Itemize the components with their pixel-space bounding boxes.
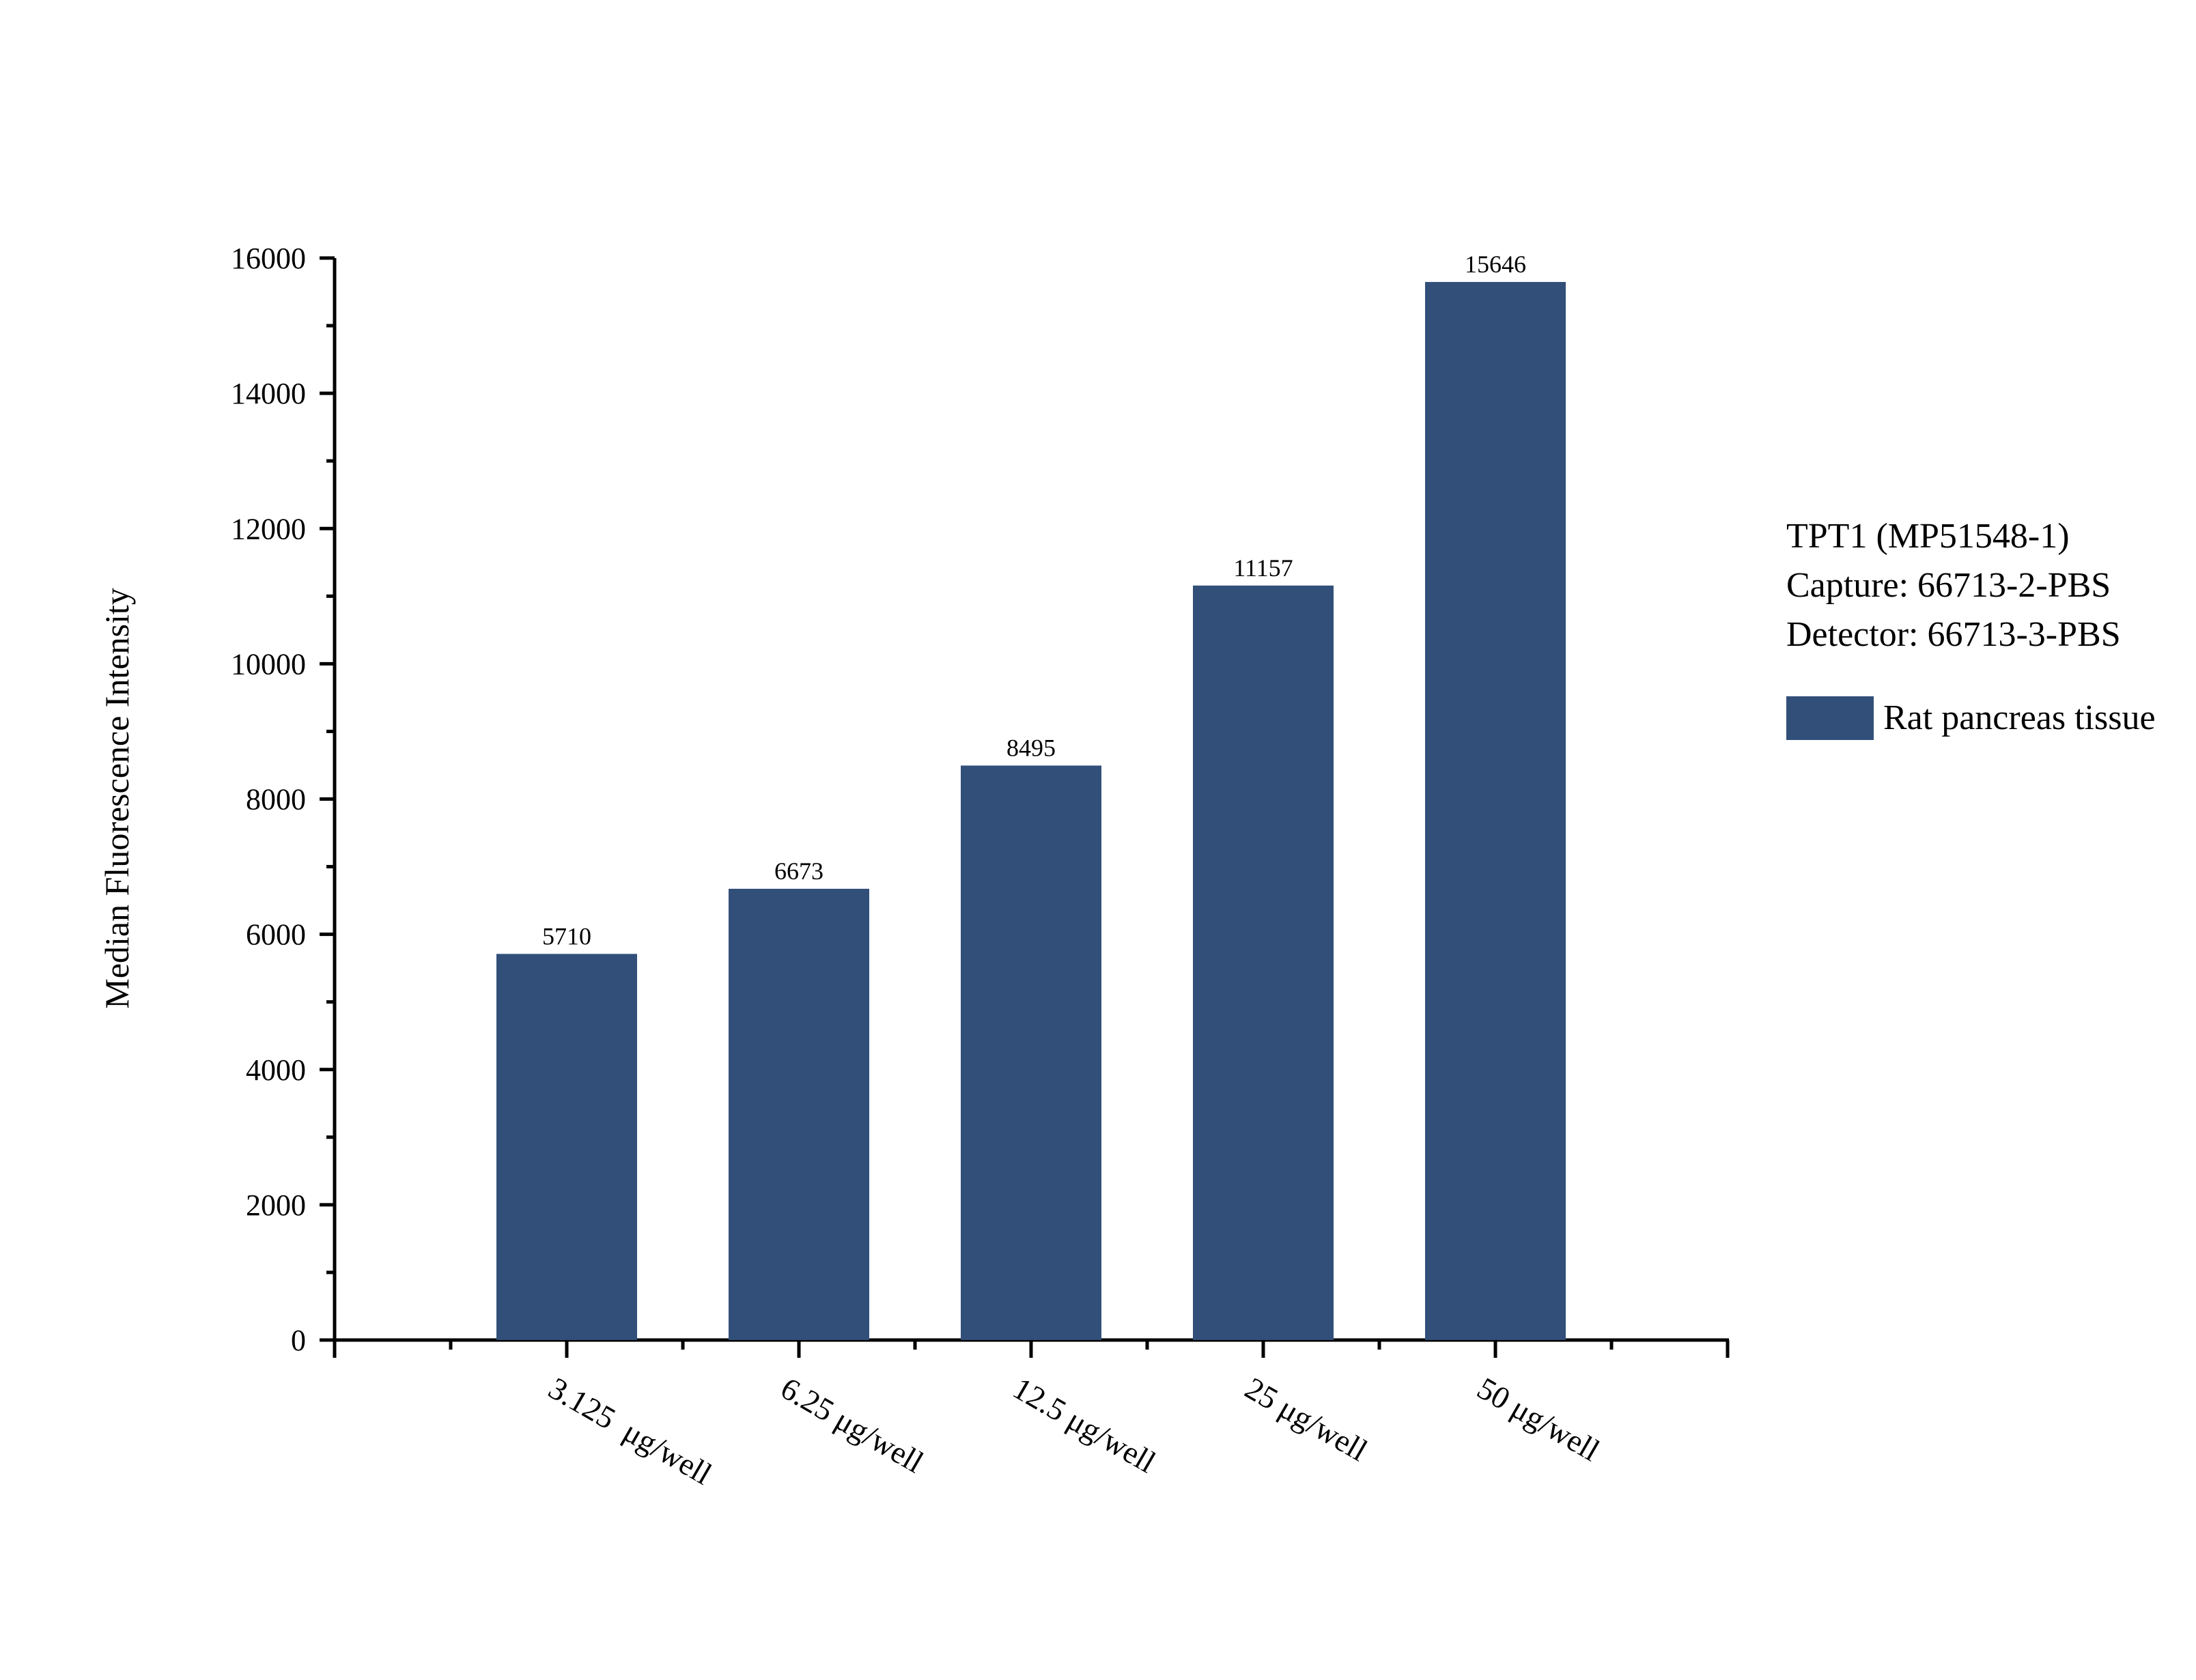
y-tick-label: 12000 — [231, 512, 306, 545]
y-tick-label: 14000 — [231, 377, 306, 410]
y-axis-title: Median Fluorescence Intensity — [98, 588, 136, 1008]
bar-value-label: 5710 — [542, 922, 591, 950]
legend-swatch — [1786, 696, 1874, 740]
bar-series — [496, 282, 1566, 1340]
y-tick-label: 0 — [291, 1324, 306, 1357]
x-tick-label: 6.25 μg/well — [775, 1370, 929, 1479]
legend-heading-line-2: Capture: 66713-2-PBS — [1786, 566, 2111, 605]
bar — [961, 765, 1101, 1340]
y-tick-label: 4000 — [246, 1053, 306, 1087]
legend: TPT1 (MP51548-1) Capture: 66713-2-PBS De… — [1786, 512, 2156, 743]
legend-entry-label: Rat pancreas tissue — [1883, 698, 2156, 737]
bar-value-label: 11157 — [1233, 554, 1293, 582]
bar-value-label: 8495 — [1006, 734, 1056, 761]
y-tick-label: 6000 — [246, 918, 306, 952]
x-tick-label: 25 μg/well — [1239, 1370, 1373, 1468]
bar — [496, 954, 637, 1340]
x-tick-label: 3.125 μg/well — [543, 1370, 718, 1491]
bar — [729, 888, 869, 1340]
bar-value-label: 6673 — [774, 857, 824, 885]
y-tick-label: 16000 — [231, 242, 306, 275]
data-labels: 5710 6673 8495 11157 15646 — [542, 251, 1526, 950]
y-tick-label: 10000 — [231, 647, 306, 681]
legend-heading-line-3: Detector: 66713-3-PBS — [1786, 615, 2121, 654]
bar-value-label: 15646 — [1465, 251, 1526, 278]
legend-entry: Rat pancreas tissue — [1786, 694, 2156, 743]
bar — [1425, 282, 1566, 1340]
y-tick-label: 2000 — [246, 1188, 306, 1222]
x-tick-label: 50 μg/well — [1472, 1370, 1605, 1468]
x-tick-label: 12.5 μg/well — [1007, 1370, 1162, 1479]
y-tick-label: 8000 — [246, 783, 306, 816]
bar — [1193, 585, 1334, 1340]
legend-heading-line-1: TPT1 (MP51548-1) — [1786, 517, 2070, 556]
